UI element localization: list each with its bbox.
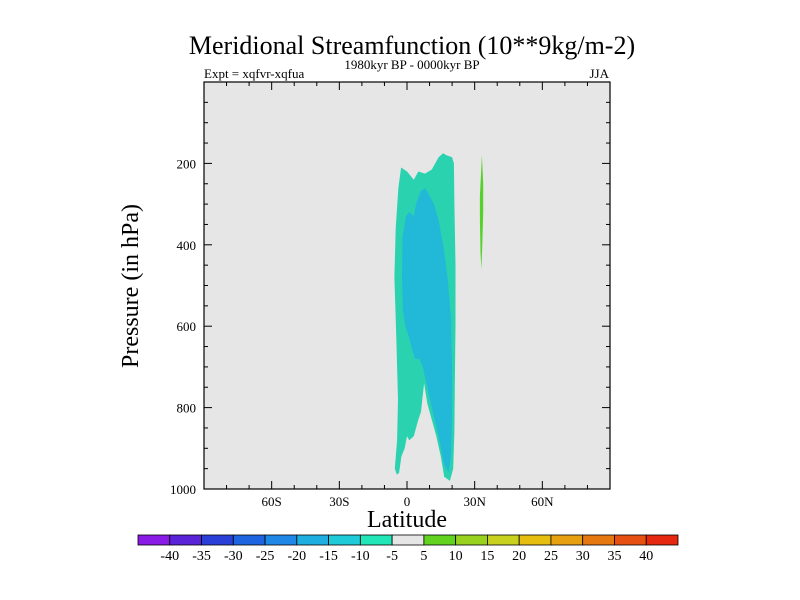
colorbar-swatch: [137, 534, 171, 546]
colorbar-swatch: [487, 534, 520, 546]
y-tick-label: 1000: [170, 482, 196, 497]
colorbar-swatch: [645, 534, 679, 546]
colorbar-swatch: [582, 534, 615, 546]
right-label: JJA: [589, 66, 609, 81]
colorbar-label: 15: [480, 549, 494, 564]
colorbar-label: 5: [420, 549, 427, 564]
colorbar-swatch: [455, 534, 488, 546]
colorbar-label: -15: [319, 549, 338, 564]
y-tick-label: 400: [177, 238, 197, 253]
y-axis-label: Pressure (in hPa): [118, 204, 144, 368]
x-tick-label: 30N: [463, 494, 486, 509]
x-axis-label: Latitude: [367, 507, 447, 533]
x-tick-label: 60S: [262, 494, 282, 509]
colorbar-swatch: [550, 534, 584, 546]
positive-cell: [479, 155, 484, 270]
center-label: 1980kyr BP - 0000kyr BP: [344, 57, 479, 72]
colorbar-label: 25: [544, 549, 558, 564]
colorbar-label: 35: [607, 549, 621, 564]
colorbar-label: 10: [449, 549, 463, 564]
colorbar-label: -10: [351, 549, 370, 564]
y-tick-label: 800: [177, 401, 197, 416]
colorbar-label: -5: [386, 549, 398, 564]
colorbar-label: -35: [192, 549, 211, 564]
contour-regions: [394, 153, 484, 481]
colorbar-swatch: [201, 534, 234, 546]
x-tick-label: 30S: [329, 494, 349, 509]
colorbar-swatch: [518, 534, 552, 546]
left-label: Expt = xqfvr-xqfua: [204, 66, 304, 81]
colorbar-swatch: [296, 534, 329, 546]
axis-ticks: 60S 30S 0 30N 60N 200 400 600 800 1000: [170, 82, 610, 509]
colorbar-label: 40: [639, 549, 653, 564]
colorbar-label: -25: [256, 549, 275, 564]
x-tick-label: 60N: [531, 494, 554, 509]
chart-title: Meridional Streamfunction (10**9kg/m-2): [189, 31, 635, 60]
y-tick-label: 600: [177, 319, 197, 334]
colorbar-label: 30: [576, 549, 590, 564]
colorbar-swatch: [169, 534, 202, 546]
colorbar-swatch: [423, 534, 457, 546]
y-tick-label: 200: [177, 156, 197, 171]
colorbar-swatch: [264, 534, 298, 546]
colorbar-swatch: [232, 534, 266, 546]
colorbar-swatch: [391, 534, 425, 546]
colorbar-swatch: [614, 534, 647, 546]
negative-cell-inner: [402, 187, 453, 473]
colorbar-label: -20: [287, 549, 306, 564]
colorbar-swatch: [328, 534, 361, 546]
x-tick-label: 0: [404, 494, 411, 509]
colorbar: -40 -35 -30 -25 -20 -15 -10 -5 5 10 15 20 25 30 35 40: [137, 534, 679, 564]
colorbar-label: 20: [512, 549, 526, 564]
colorbar-swatch: [359, 534, 393, 546]
colorbar-label: -40: [160, 549, 179, 564]
colorbar-label: -30: [224, 549, 243, 564]
